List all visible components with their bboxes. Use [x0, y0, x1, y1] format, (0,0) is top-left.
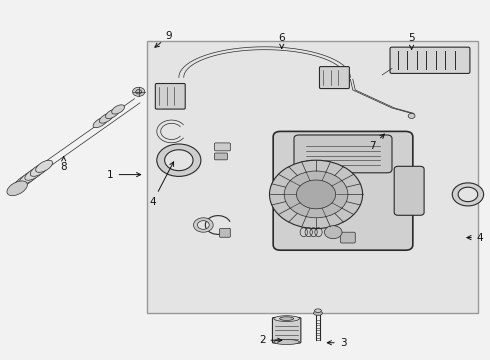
- Bar: [147, 41, 478, 313]
- Text: 6: 6: [278, 33, 285, 49]
- Ellipse shape: [274, 316, 299, 321]
- FancyBboxPatch shape: [341, 232, 355, 243]
- Text: 9: 9: [155, 31, 172, 47]
- Ellipse shape: [315, 309, 321, 312]
- Ellipse shape: [112, 105, 124, 114]
- Text: 4: 4: [467, 233, 484, 243]
- Ellipse shape: [274, 339, 299, 345]
- FancyBboxPatch shape: [155, 84, 185, 109]
- Text: 4: 4: [149, 162, 173, 207]
- Text: 1: 1: [107, 170, 141, 180]
- Circle shape: [324, 226, 342, 239]
- FancyBboxPatch shape: [215, 153, 227, 160]
- Circle shape: [296, 180, 336, 209]
- Ellipse shape: [25, 167, 44, 180]
- FancyBboxPatch shape: [390, 47, 470, 73]
- Ellipse shape: [271, 180, 285, 198]
- Text: 8: 8: [60, 157, 67, 172]
- Ellipse shape: [14, 173, 35, 188]
- Ellipse shape: [7, 181, 27, 195]
- Ellipse shape: [30, 163, 48, 176]
- FancyBboxPatch shape: [319, 67, 349, 89]
- FancyBboxPatch shape: [272, 318, 301, 343]
- Ellipse shape: [314, 311, 322, 315]
- FancyBboxPatch shape: [273, 131, 413, 250]
- Ellipse shape: [93, 117, 108, 128]
- FancyBboxPatch shape: [394, 166, 424, 215]
- Circle shape: [270, 160, 363, 229]
- Circle shape: [284, 171, 348, 218]
- FancyBboxPatch shape: [220, 229, 230, 237]
- Ellipse shape: [36, 160, 52, 172]
- Ellipse shape: [132, 87, 145, 96]
- Ellipse shape: [20, 170, 39, 184]
- Ellipse shape: [280, 317, 294, 320]
- FancyBboxPatch shape: [294, 135, 392, 173]
- Ellipse shape: [105, 109, 119, 118]
- FancyBboxPatch shape: [215, 143, 230, 151]
- Ellipse shape: [136, 90, 142, 94]
- Text: 5: 5: [408, 33, 415, 49]
- Ellipse shape: [408, 113, 415, 118]
- Text: 2: 2: [259, 335, 282, 345]
- Text: 7: 7: [369, 134, 384, 151]
- Ellipse shape: [99, 113, 113, 123]
- Text: 3: 3: [327, 338, 346, 348]
